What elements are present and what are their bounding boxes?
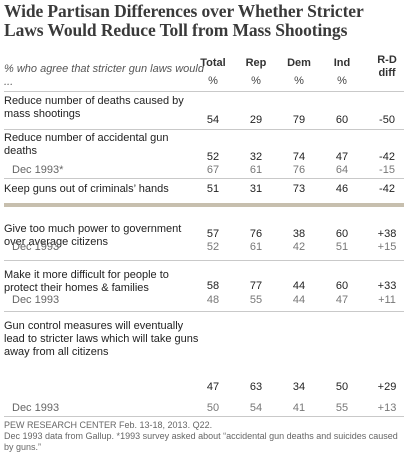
- row-label-comparison: Dec 1993: [12, 241, 60, 253]
- table-cell: 61: [249, 241, 263, 253]
- chart-subtitle: % who agree that stricter gun laws would…: [4, 63, 204, 88]
- table-cell: 44: [292, 294, 306, 306]
- table-cell: 32: [249, 151, 263, 163]
- footnote: Dec 1993 data from Gallup. *1993 survey …: [4, 431, 398, 452]
- column-header-line: diff: [378, 67, 396, 79]
- table-cell: 54: [206, 114, 220, 126]
- row-label-comparison: Dec 1993*: [12, 164, 64, 176]
- row-label: Reduce number of accidental gun deaths: [4, 132, 169, 157]
- table-cell: 54: [249, 402, 263, 414]
- row-divider: [4, 178, 404, 179]
- table-cell: 60: [335, 228, 349, 240]
- row-label-comparison: Dec 1993: [12, 294, 60, 306]
- table-cell: 77: [249, 280, 263, 292]
- table-cell: 57: [206, 228, 220, 240]
- source-note: PEW RESEARCH CENTER Feb. 13-18, 2013. Q2…: [4, 420, 213, 430]
- table-cell: 29: [249, 114, 263, 126]
- table-cell: 73: [292, 183, 306, 195]
- table-cell: 64: [335, 164, 349, 176]
- table-cell: 47: [335, 151, 349, 163]
- table-cell: 76: [249, 228, 263, 240]
- row-label: Keep guns out of criminals’ hands: [4, 183, 169, 195]
- column-header-name: Rep: [245, 57, 267, 69]
- row-divider: [4, 416, 404, 417]
- table-cell: 60: [335, 114, 349, 126]
- table-cell: +33: [377, 280, 397, 292]
- table-cell: 46: [335, 183, 349, 195]
- table-cell: 41: [292, 402, 306, 414]
- table-cell: 47: [335, 294, 349, 306]
- table-cell: +29: [377, 381, 397, 393]
- table-cell: 67: [206, 164, 220, 176]
- table-cell: +38: [377, 228, 397, 240]
- table-cell: 60: [335, 280, 349, 292]
- column-header-name: Dem: [287, 57, 311, 69]
- column-header: Rep%: [236, 57, 276, 88]
- table-cell: 61: [249, 164, 263, 176]
- table-cell: -50: [379, 114, 395, 126]
- table-cell: +13: [377, 402, 397, 414]
- table-cell: -15: [379, 164, 395, 176]
- table-cell: 50: [335, 381, 349, 393]
- row-divider: [4, 91, 404, 92]
- table-cell: 42: [292, 241, 306, 253]
- column-header-name: Ind: [333, 57, 351, 69]
- table-cell: 38: [292, 228, 306, 240]
- table-cell: 34: [292, 381, 306, 393]
- table-cell: -42: [379, 183, 395, 195]
- table-cell: 52: [206, 241, 220, 253]
- table-cell: -42: [379, 151, 395, 163]
- row-divider: [4, 129, 404, 130]
- table-cell: 47: [206, 381, 220, 393]
- column-header: Total%: [193, 57, 233, 88]
- table-cell: 51: [206, 183, 220, 195]
- table-cell: 63: [249, 381, 263, 393]
- row-divider: [4, 260, 404, 261]
- column-header-unit: %: [208, 75, 218, 87]
- row-label: Gun control measures will eventually lea…: [4, 320, 199, 358]
- table-cell: 50: [206, 402, 220, 414]
- section-divider: [4, 203, 404, 207]
- row-label: Reduce number of deaths caused by mass s…: [4, 95, 184, 120]
- column-header-unit: %: [251, 75, 261, 87]
- column-header: Dem%: [279, 57, 319, 88]
- table-cell: 79: [292, 114, 306, 126]
- column-header: R-D diff: [367, 54, 407, 80]
- row-divider: [4, 311, 404, 312]
- column-header-name: Total: [200, 57, 226, 69]
- table-cell: 31: [249, 183, 263, 195]
- table-cell: +15: [377, 241, 397, 253]
- row-label: Give too much power to government over a…: [4, 223, 182, 248]
- chart-title: Wide Partisan Differences over Whether S…: [4, 1, 364, 40]
- column-header: Ind%: [322, 57, 362, 88]
- row-label: Make it more difficult for people to pro…: [4, 269, 169, 294]
- table-cell: 48: [206, 294, 220, 306]
- table-cell: 51: [335, 241, 349, 253]
- table-cell: 55: [249, 294, 263, 306]
- table-cell: 52: [206, 151, 220, 163]
- row-label-comparison: Dec 1993: [12, 402, 60, 414]
- table-cell: 55: [335, 402, 349, 414]
- column-header-unit: %: [337, 75, 347, 87]
- table-cell: 44: [292, 280, 306, 292]
- column-header-unit: %: [294, 75, 304, 87]
- table-cell: 58: [206, 280, 220, 292]
- table-cell: 76: [292, 164, 306, 176]
- column-header-line: R-D: [377, 54, 397, 66]
- table-cell: +11: [378, 294, 396, 306]
- table-cell: 74: [292, 151, 306, 163]
